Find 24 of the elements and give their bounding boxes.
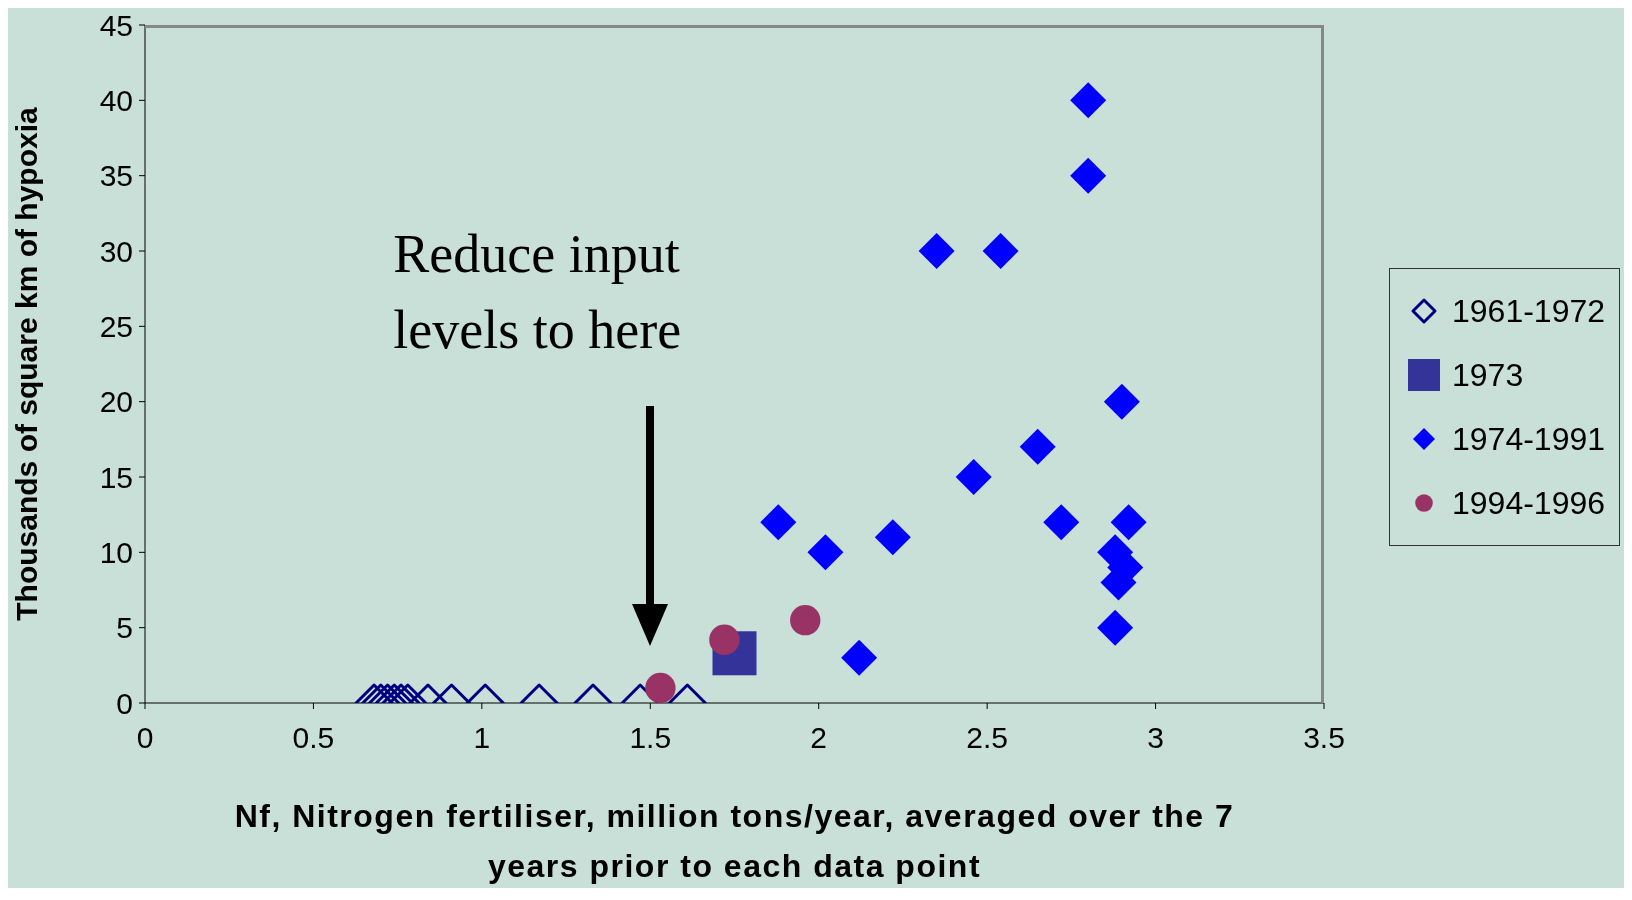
x-tick-label: 0.5 [292,721,335,755]
x-tick-label: 1.5 [629,721,672,755]
y-tick-label: 5 [116,611,133,645]
x-tick-label: 3.5 [1303,721,1345,755]
y-tick-label: 30 [99,234,133,268]
x-axis-title: Nf, Nitrogen fertiliser, million tons/year, averaged over the 7 years prior to each data point [233,797,1236,886]
y-tick-label: 0 [116,686,133,720]
legend-label: 1973 [1452,356,1524,394]
x-tick-label: 2 [810,721,828,755]
legend-label: 1974-1991 [1452,420,1606,458]
y-tick-label: 20 [99,385,133,419]
y-tick-label: 10 [99,535,133,569]
x-tick-label: 3 [1147,721,1164,755]
legend-label: 1994-1996 [1452,484,1606,522]
y-tick-label: 25 [99,309,133,343]
y-tick-label: 45 [99,8,133,42]
x-tick-label: 1 [473,721,491,755]
y-axis-title: Thousands of square km of hypoxia [9,106,43,621]
y-tick-label: 35 [99,159,133,193]
annotation: Reduce input levels to here [393,222,683,362]
y-tick-label: 15 [99,460,133,494]
y-tick-label: 40 [99,83,133,117]
legend-label: 1961-1972 [1452,292,1606,330]
x-tick-label: 2.5 [966,721,1008,755]
